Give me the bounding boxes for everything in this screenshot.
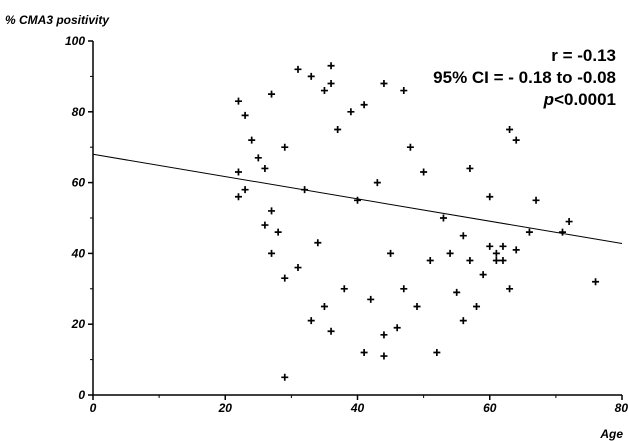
data-point <box>354 196 361 204</box>
x-tick-label: 0 <box>90 401 97 415</box>
data-point <box>268 249 276 257</box>
data-point <box>241 111 249 119</box>
data-point <box>453 288 461 296</box>
data-point <box>433 349 441 357</box>
data-point <box>479 271 487 279</box>
data-point <box>261 164 269 172</box>
data-point <box>506 285 514 293</box>
data-point <box>373 179 381 187</box>
y-tick-label: 60 <box>72 176 86 190</box>
data-point <box>492 249 500 257</box>
data-point <box>307 72 315 80</box>
data-point <box>380 352 388 360</box>
y-axis: 0 20 40 60 80 100 <box>65 34 94 402</box>
confidence-interval-text: 95% CI = - 0.18 to -0.08 <box>433 68 616 87</box>
data-point <box>420 168 428 176</box>
data-point <box>512 136 520 144</box>
correlation-text: r = -0.13 <box>551 46 616 65</box>
x-tick-label: 80 <box>615 401 628 415</box>
data-point <box>347 108 355 116</box>
data-point <box>327 79 335 87</box>
y-tick-label: 20 <box>71 317 86 331</box>
data-point <box>592 278 600 286</box>
data-point <box>234 168 242 176</box>
data-point <box>234 97 242 105</box>
p-value-number: <0.0001 <box>554 90 616 109</box>
data-point <box>268 90 276 98</box>
data-point <box>380 331 388 339</box>
data-point <box>532 196 540 204</box>
data-point <box>499 256 507 264</box>
x-ticks: 0 20 40 60 80 <box>90 395 628 415</box>
data-point <box>340 285 348 293</box>
data-point <box>486 193 494 201</box>
data-point <box>426 256 434 264</box>
data-point <box>400 285 408 293</box>
data-point <box>512 246 520 254</box>
data-point <box>558 228 566 236</box>
data-point <box>367 295 375 303</box>
data-point <box>320 303 328 310</box>
data-point <box>327 327 335 335</box>
data-point <box>387 249 395 257</box>
data-point <box>499 242 507 250</box>
data-point <box>459 232 467 240</box>
data-point <box>466 164 474 172</box>
data-point <box>459 317 467 325</box>
p-value-text: p<0.0001 <box>543 90 616 109</box>
data-point <box>400 87 408 95</box>
data-point <box>261 221 269 229</box>
x-axis-label: Age <box>599 427 623 441</box>
stats-annotation: r = -0.13 95% CI = - 0.18 to -0.08 p<0.0… <box>433 46 616 109</box>
p-value-symbol: p <box>543 90 554 109</box>
data-point <box>466 256 474 264</box>
x-tick-label: 20 <box>218 401 233 415</box>
data-point <box>320 87 328 95</box>
data-point <box>360 349 368 357</box>
regression-line <box>92 153 623 244</box>
data-point <box>248 136 256 144</box>
data-point <box>274 228 282 236</box>
y-tick-label: 0 <box>78 388 85 402</box>
data-point <box>446 249 454 257</box>
data-point <box>413 303 421 310</box>
data-point <box>254 154 262 162</box>
data-point <box>439 214 447 222</box>
data-point <box>268 207 276 215</box>
data-point <box>525 228 533 236</box>
data-point <box>281 143 289 151</box>
scatter-points <box>234 62 600 381</box>
data-point <box>294 65 302 73</box>
x-tick-label: 60 <box>483 401 497 415</box>
data-point <box>473 303 481 310</box>
data-point <box>234 193 242 201</box>
data-point <box>565 218 573 226</box>
y-tick-label: 40 <box>71 246 86 260</box>
data-point <box>281 274 289 282</box>
data-point <box>506 126 514 133</box>
data-point <box>241 186 249 194</box>
y-ticks: 0 20 40 60 80 100 <box>65 34 93 402</box>
data-point <box>327 62 335 70</box>
data-point <box>393 324 401 332</box>
data-point <box>406 143 414 151</box>
data-point <box>314 239 322 247</box>
data-point <box>492 256 500 264</box>
y-axis-label: % CMA3 positivity <box>5 13 110 27</box>
data-point <box>360 101 368 109</box>
data-point <box>281 373 289 381</box>
y-tick-label: 80 <box>72 105 86 119</box>
y-tick-label: 100 <box>65 34 85 48</box>
x-axis: 0 20 40 60 80 <box>90 394 628 415</box>
x-tick-label: 40 <box>350 401 365 415</box>
data-point <box>380 79 388 87</box>
data-point <box>334 126 342 133</box>
data-point <box>486 242 494 250</box>
data-point <box>307 317 315 325</box>
data-point <box>294 264 302 272</box>
